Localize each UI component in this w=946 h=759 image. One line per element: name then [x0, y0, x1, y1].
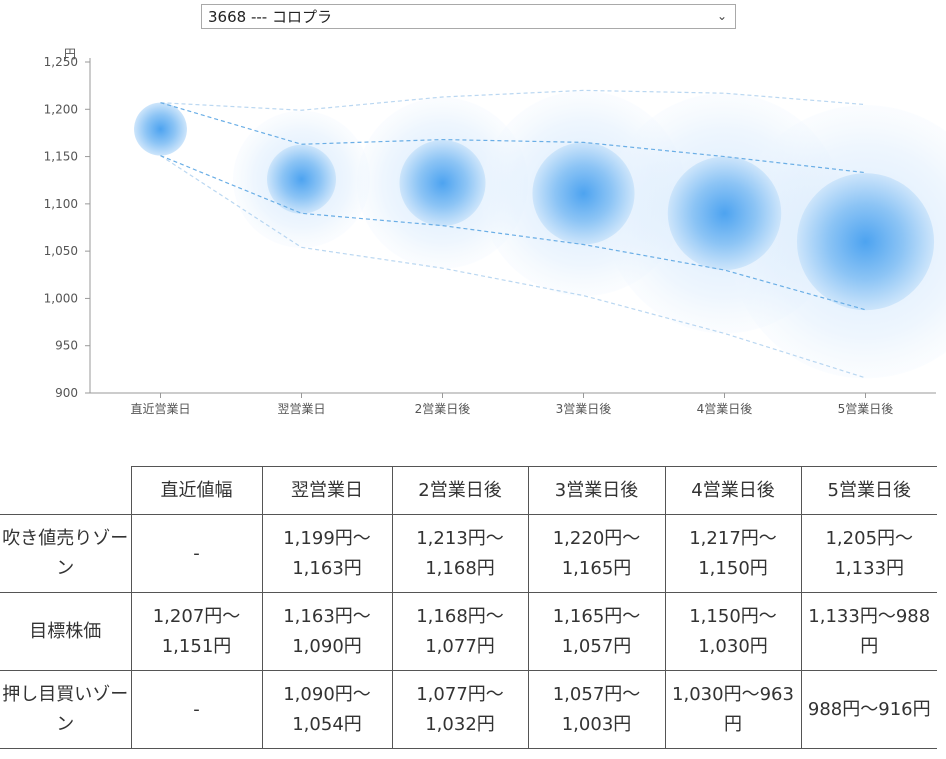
table-cell: 1,199円～1,163円 [261, 514, 393, 593]
inner-lower-guide-line [160, 155, 866, 311]
y-tick-label: 1,050 [44, 244, 78, 258]
target-range-bubble [667, 156, 782, 271]
table-cell: 1,077円～1,032円 [391, 670, 529, 749]
x-tick-label: 5営業日後 [838, 402, 894, 416]
target-range-bubble [796, 173, 935, 311]
axis-layer: 900 950 1,000 1,050 1,100 1,150 1,200 1,250円直近営… [44, 47, 936, 416]
target-range-bubble [399, 140, 486, 227]
table-cell: 1,030円～963円 [664, 670, 802, 749]
y-tick-label: 950 [55, 339, 78, 353]
table-cell: 1,090円～1,054円 [261, 670, 393, 749]
table-cell: 1,168円～1,077円 [391, 592, 529, 671]
outer-upper-guide-line [160, 89, 866, 111]
x-tick-label: 4営業日後 [697, 402, 753, 416]
x-tick-label: 直近営業日 [130, 402, 190, 416]
forecast-table: 直近値幅 翌営業日 2営業日後 3営業日後 4営業日後 5営業日後 吹き値売りゾ… [0, 466, 937, 749]
table-cell: 1,165円～1,057円 [527, 592, 666, 671]
target-range-layer [134, 102, 935, 311]
table-row: 目標株価 1,207円～1,151円 1,163円～1,090円 1,168円～… [0, 592, 937, 671]
guide-lines-layer [160, 89, 866, 379]
forecast-chart: 900 950 1,000 1,050 1,100 1,150 1,200 1,250円直近営… [44, 47, 946, 416]
table-row: 吹き値売りゾーン - 1,199円～1,163円 1,213円～1,168円 1… [0, 514, 937, 593]
col-header-day5: 5営業日後 [800, 466, 937, 515]
table-cell: 1,217円～1,150円 [664, 514, 802, 593]
inner-upper-guide-line [160, 102, 866, 174]
table-cell: 1,057円～1,003円 [527, 670, 666, 749]
target-range-bubble [266, 144, 337, 214]
x-tick-label: 翌営業日 [277, 402, 325, 416]
table-cell: 1,150円～1,030円 [664, 592, 802, 671]
row-label-target-price: 目標株価 [0, 592, 132, 671]
col-header-day1: 翌営業日 [261, 466, 393, 515]
col-header-day2: 2営業日後 [391, 466, 529, 515]
y-tick-label: 1,200 [44, 102, 78, 116]
stock-select-value: 3668 --- コロプラ [208, 8, 332, 26]
target-range-bubble [134, 102, 187, 156]
table-cell: - [130, 514, 263, 593]
table-cell: 1,220円～1,165円 [527, 514, 666, 593]
target-range-bubble [532, 142, 635, 245]
y-tick-label: 1,150 [44, 150, 78, 164]
y-tick-label: 1,100 [44, 197, 78, 211]
y-tick-label: 900 [55, 386, 78, 400]
table-cell: 1,133円～988円 [800, 592, 937, 671]
stock-select[interactable]: 3668 --- コロプラ ⌄ [201, 4, 736, 29]
table-cell: 1,213円～1,168円 [391, 514, 529, 593]
row-label-sell-zone: 吹き値売りゾーン [0, 514, 132, 593]
outer-lower-guide-line [160, 155, 866, 379]
col-header-day4: 4営業日後 [664, 466, 802, 515]
table-cell: 1,207円～1,151円 [130, 592, 263, 671]
col-header-day3: 3営業日後 [527, 466, 666, 515]
y-tick-label: 1,000 [44, 291, 78, 305]
x-tick-label: 3営業日後 [556, 402, 612, 416]
table-corner [0, 466, 132, 515]
col-header-latest-range: 直近値幅 [130, 466, 263, 515]
table-row: 押し目買いゾーン - 1,090円～1,054円 1,077円～1,032円 1… [0, 670, 937, 749]
x-tick-label: 2営業日後 [415, 402, 471, 416]
table-cell: 988円～916円 [800, 670, 937, 749]
y-tick-label: 1,250 [44, 55, 78, 69]
table-cell: 1,205円～1,133円 [800, 514, 937, 593]
table-header-row: 直近値幅 翌営業日 2営業日後 3営業日後 4営業日後 5営業日後 [0, 466, 937, 515]
row-label-buy-zone: 押し目買いゾーン [0, 670, 132, 749]
chevron-down-icon: ⌄ [716, 9, 727, 23]
table-cell: 1,163円～1,090円 [261, 592, 393, 671]
y-axis-unit-label: 円 [64, 47, 76, 61]
table-cell: - [130, 670, 263, 749]
